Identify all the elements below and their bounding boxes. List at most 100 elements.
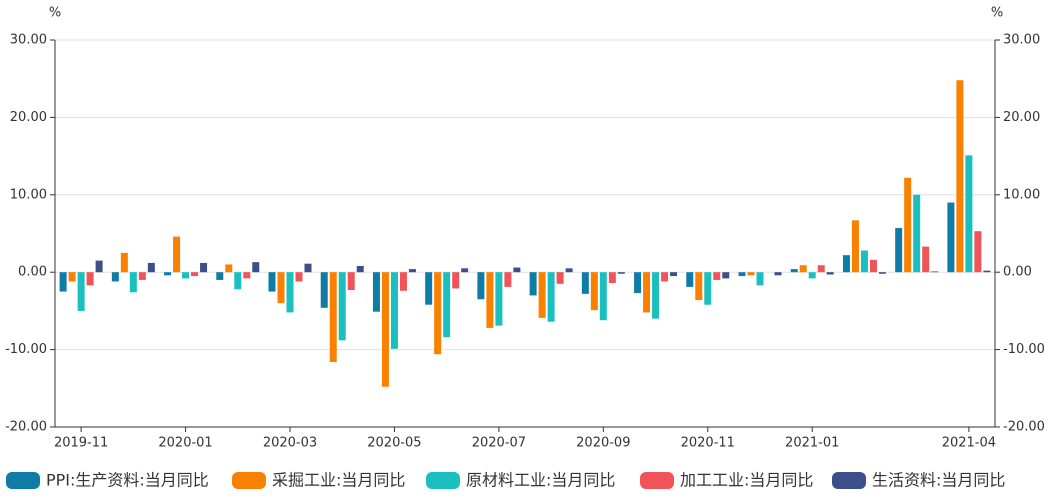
x-tick-label: 2020-07 <box>472 436 526 451</box>
bar <box>320 272 328 308</box>
x-tick-label: 2020-11 <box>681 436 735 451</box>
bar <box>895 228 903 273</box>
x-tick-label: 2021-04 <box>942 436 996 451</box>
bar <box>556 272 564 284</box>
y-tick-label: 30.00 <box>10 33 47 48</box>
bar <box>356 266 364 273</box>
bar <box>965 155 973 273</box>
x-tick-label: 2020-01 <box>158 436 212 451</box>
bar <box>756 272 764 286</box>
y2-tick-label: -10.00 <box>1003 342 1045 357</box>
bar <box>147 262 155 273</box>
bar <box>722 272 730 279</box>
bar <box>808 272 816 279</box>
bar <box>842 255 850 273</box>
legend-label: 采掘工业:当月同比 <box>272 471 405 490</box>
bar <box>774 272 782 276</box>
bar <box>129 272 137 293</box>
bar <box>538 272 546 318</box>
bar <box>956 80 964 273</box>
bar <box>347 272 355 291</box>
y2-tick-label: 10.00 <box>1003 187 1040 202</box>
bar <box>286 272 294 313</box>
bar <box>95 260 103 273</box>
bar <box>268 272 276 292</box>
bar <box>547 272 555 322</box>
y2-tick-label: 0.00 <box>1003 265 1032 280</box>
y-tick-label: -20.00 <box>5 420 47 435</box>
bar <box>851 220 859 273</box>
bar <box>68 272 76 282</box>
y2-tick-label: 30.00 <box>1003 33 1040 48</box>
bar <box>243 272 251 279</box>
bar <box>225 264 233 273</box>
bar <box>670 272 678 277</box>
bar <box>922 246 930 273</box>
bar <box>295 272 303 282</box>
bar <box>191 272 199 277</box>
bar <box>799 265 807 273</box>
legend-swatch <box>6 472 40 489</box>
bar <box>381 272 389 387</box>
bar <box>86 272 94 286</box>
x-tick-label: 2021-01 <box>785 436 839 451</box>
y-tick-label: 10.00 <box>10 187 47 202</box>
bar <box>164 272 172 276</box>
bar <box>461 268 469 273</box>
bar <box>590 272 598 311</box>
bar <box>529 272 537 296</box>
bar <box>200 262 208 273</box>
legend-swatch <box>832 472 866 489</box>
bar <box>182 272 190 279</box>
bar <box>329 272 337 362</box>
bar <box>713 272 721 280</box>
bar <box>599 272 607 321</box>
bar <box>878 272 886 274</box>
bar <box>686 272 694 287</box>
bar <box>974 231 982 273</box>
bar <box>277 272 285 304</box>
bar <box>983 270 991 273</box>
bar <box>399 272 407 291</box>
bar <box>111 272 119 282</box>
y2-tick-label: -20.00 <box>1003 420 1045 435</box>
y-tick-label: 0.00 <box>18 265 47 280</box>
bar <box>704 272 712 305</box>
bar <box>234 272 242 290</box>
bar <box>513 267 521 273</box>
bar <box>634 272 642 294</box>
bar <box>817 265 825 273</box>
bar <box>860 250 868 273</box>
x-tick-label: 2020-03 <box>263 436 317 451</box>
bar <box>252 262 260 273</box>
bar <box>652 272 660 319</box>
bar <box>120 252 128 273</box>
bar <box>216 272 224 280</box>
bar <box>695 272 703 301</box>
bar <box>408 269 416 273</box>
bar <box>565 268 573 273</box>
bar <box>390 272 398 349</box>
bar <box>617 272 625 274</box>
bar <box>434 272 442 355</box>
bar <box>747 272 755 276</box>
bar <box>452 272 460 289</box>
y2-tick-label: 20.00 <box>1003 110 1040 125</box>
bar <box>59 272 67 292</box>
x-tick-label: 2019-11 <box>54 436 108 451</box>
bar <box>495 272 503 326</box>
bar <box>931 271 939 273</box>
bar <box>904 177 912 273</box>
bar <box>443 272 451 338</box>
bar <box>643 272 651 313</box>
bar <box>581 272 589 294</box>
legend-label: 生活资料:当月同比 <box>872 471 1005 490</box>
bar <box>608 272 616 284</box>
bar <box>826 272 834 275</box>
bar <box>138 272 146 280</box>
legend-label: PPI:生产资料:当月同比 <box>46 471 209 490</box>
x-tick-label: 2020-09 <box>576 436 630 451</box>
bar <box>738 272 746 277</box>
legend-label: 原材料工业:当月同比 <box>466 471 615 490</box>
legend-label: 加工工业:当月同比 <box>680 471 813 490</box>
